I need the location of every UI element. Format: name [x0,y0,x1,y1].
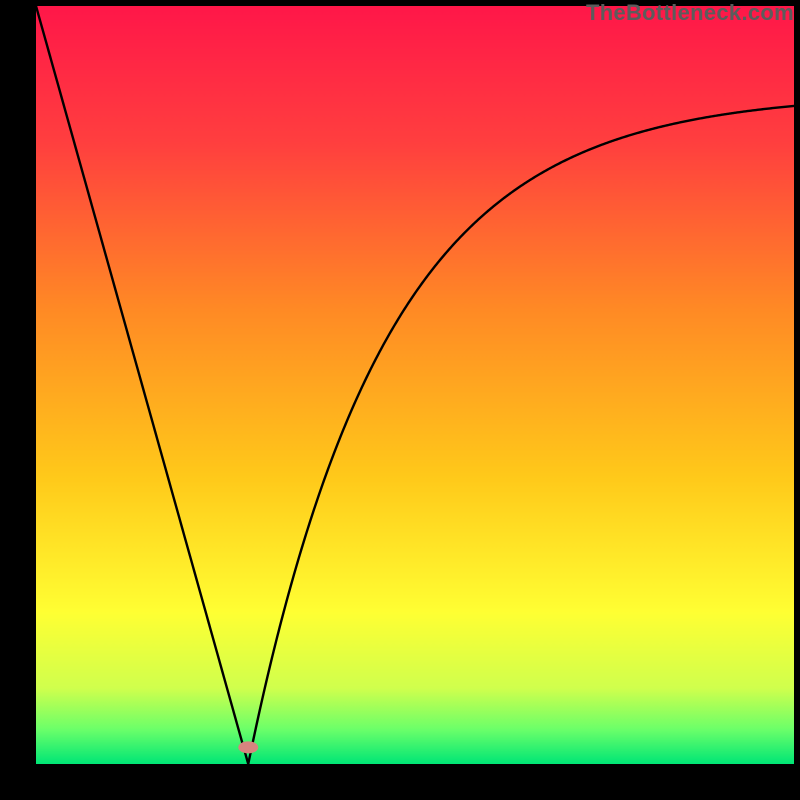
curve-overlay [36,6,794,764]
chart-container: TheBottleneck.com [0,0,800,800]
vertex-marker [238,741,258,753]
plot-area [36,6,794,764]
bottleneck-curve [36,6,794,764]
watermark-text: TheBottleneck.com [586,0,794,26]
frame-right [794,0,800,800]
frame-left [0,0,36,800]
frame-bottom [0,764,800,800]
